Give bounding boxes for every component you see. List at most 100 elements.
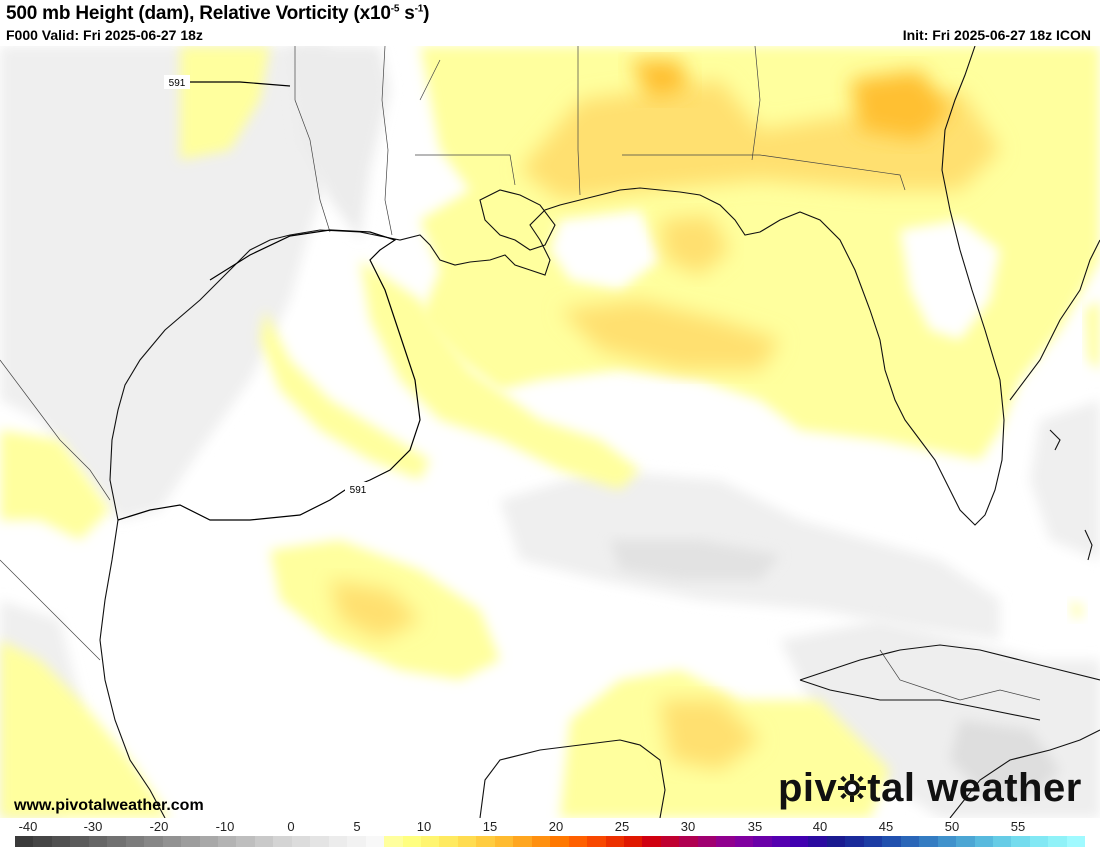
colorbar-swatch xyxy=(753,836,772,847)
pos-mid-southwest-gulf xyxy=(330,580,420,640)
colorbar-swatch xyxy=(605,836,624,847)
colorbar-swatch xyxy=(476,836,495,847)
colorbar-swatch xyxy=(291,836,311,847)
colorbar-swatches xyxy=(15,836,1086,847)
pos-mid-gulf-center xyxy=(660,215,730,275)
mexico-states-1 xyxy=(0,559,101,661)
colorbar-swatch xyxy=(790,836,809,847)
neg-area-bahamas xyxy=(1030,400,1100,560)
pos-strong-alabama xyxy=(630,60,690,100)
colorbar-swatch xyxy=(70,836,89,847)
pos-area-mexico xyxy=(0,430,110,540)
colorbar-swatch xyxy=(439,836,458,847)
pivotal-weather-logo: piv tal weather xyxy=(778,766,1082,813)
colorbar-swatch xyxy=(900,836,920,847)
colorbar-swatch xyxy=(531,836,551,847)
bahamas-2 xyxy=(1049,429,1061,451)
central-america-borders xyxy=(879,649,1041,701)
pos-area-bahamas-yellow xyxy=(1070,600,1085,620)
map-title: 500 mb Height (dam), Relative Vorticity … xyxy=(6,3,430,24)
pos-area-gulf-hole xyxy=(550,210,660,290)
central-america-1 xyxy=(949,729,1100,818)
colorbar-swatch xyxy=(568,836,588,847)
cuba-south xyxy=(799,679,1041,721)
river-tx xyxy=(419,59,441,101)
pos-mid-florida-panhandle xyxy=(560,300,780,370)
ga-fl-border xyxy=(751,46,761,161)
colorbar-swatch xyxy=(716,836,735,847)
texas-border-north xyxy=(294,46,331,233)
colorbar-label: 10 xyxy=(416,819,432,834)
colorbar-swatch xyxy=(513,836,532,847)
colorbar-swatch xyxy=(310,836,329,847)
colorbar-swatch xyxy=(457,836,477,847)
colorbar-swatch xyxy=(217,836,237,847)
mexico-border xyxy=(0,359,111,501)
pos-area-texas-band xyxy=(260,310,430,480)
neg-area-northwest xyxy=(0,46,330,520)
colorbar-swatch xyxy=(402,836,421,847)
valid-time: F000 Valid: Fri 2025-06-27 18z xyxy=(6,27,203,43)
colorbar-swatch xyxy=(882,836,901,847)
bahamas-1 xyxy=(1084,529,1093,561)
colorbar-swatch xyxy=(919,836,938,847)
colorbar-swatch xyxy=(1066,836,1086,847)
height-contours xyxy=(117,81,421,521)
colorbar-label: 20 xyxy=(548,819,564,834)
colorbar-swatch xyxy=(107,836,126,847)
colorbar-label: 35 xyxy=(747,819,763,834)
colorbar-swatch xyxy=(236,836,255,847)
cuba-coast xyxy=(799,644,1100,681)
yucatan-coast xyxy=(479,739,666,818)
colorbar-swatch xyxy=(328,836,348,847)
colorbar-swatch xyxy=(273,836,292,847)
neg-area-texas-north xyxy=(290,46,390,240)
colorbar-swatch xyxy=(974,836,994,847)
us-gulf-coast xyxy=(109,46,1005,526)
colorbar-label: 50 xyxy=(944,819,960,834)
pos-strong-georgia xyxy=(850,70,950,140)
colorbar-swatch xyxy=(144,836,163,847)
colorbar-swatch xyxy=(697,836,717,847)
texas-la-border xyxy=(381,46,393,236)
gear-icon xyxy=(837,768,867,813)
header: 500 mb Height (dam), Relative Vorticity … xyxy=(0,0,1100,46)
colorbar-swatch xyxy=(384,836,403,847)
colorbar-label: 40 xyxy=(812,819,828,834)
colorbar-swatch xyxy=(642,836,661,847)
neg-area-gulf-dark xyxy=(610,540,780,580)
coastlines xyxy=(99,46,1100,818)
contour-label: 591 xyxy=(350,485,367,496)
colorbar-swatch xyxy=(1011,836,1030,847)
colorbar-swatch xyxy=(734,836,754,847)
louisiana-delta xyxy=(479,189,556,251)
pos-area-north-tx xyxy=(180,46,270,160)
contour-591-north xyxy=(170,81,291,87)
vorticity-map: 591 591 xyxy=(0,46,1100,818)
colorbar-swatch xyxy=(550,836,569,847)
state-borders xyxy=(0,46,1041,701)
colorbar-label: 45 xyxy=(878,819,894,834)
colorbar-swatch xyxy=(33,836,52,847)
colorbar-swatch xyxy=(679,836,698,847)
colorbar-label: 0 xyxy=(287,819,295,834)
init-time: Init: Fri 2025-06-27 18z ICON xyxy=(902,27,1091,43)
contour-591-south xyxy=(117,229,421,521)
colorbar: -40 -30 -20 -10 0 5 10 15 20 25 30 35 40 45 50 55 xyxy=(0,818,1100,850)
neg-area-caribbean-dark xyxy=(950,720,1060,800)
colorbar-swatch xyxy=(88,836,108,847)
colorbar-swatch xyxy=(365,836,385,847)
colorbar-labels: -40 -30 -20 -10 0 5 10 15 20 25 30 35 40 45 50 55 xyxy=(0,818,1100,836)
colorbar-swatch xyxy=(162,836,182,847)
colorbar-swatch xyxy=(1048,836,1067,847)
map-canvas: 591 591 xyxy=(0,46,1100,818)
website-url: www.pivotalweather.com xyxy=(14,797,204,814)
contour-label-bg-2 xyxy=(345,482,371,496)
colorbar-swatch xyxy=(623,836,643,847)
al-ga-border xyxy=(622,154,906,191)
pos-area-east-edge xyxy=(1085,300,1100,370)
colorbar-swatch xyxy=(181,836,200,847)
colorbar-swatch xyxy=(826,836,846,847)
colorbar-swatch xyxy=(937,836,957,847)
colorbar-label: -20 xyxy=(149,819,169,834)
